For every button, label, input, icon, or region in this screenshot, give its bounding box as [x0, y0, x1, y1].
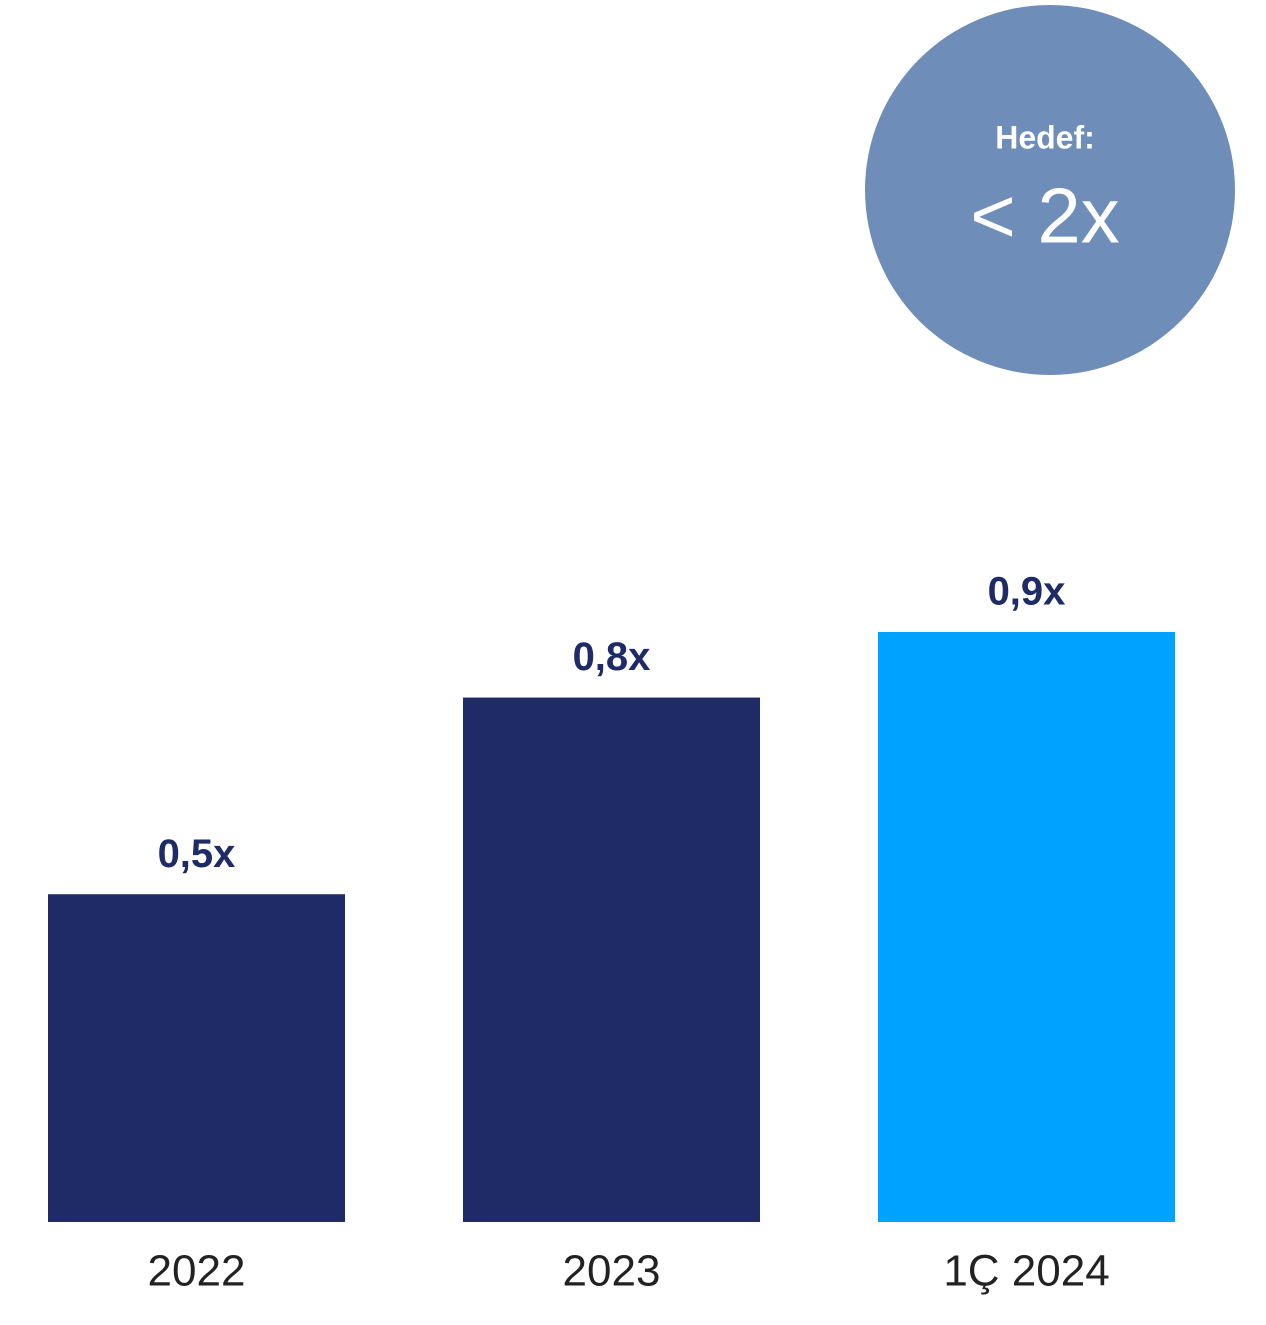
value-label: 0,9x	[988, 570, 1066, 614]
x-tick-label: 1Ç 2024	[943, 1247, 1109, 1296]
x-tick-label: 2023	[563, 1247, 661, 1296]
value-label: 0,8x	[573, 635, 651, 679]
badge-label: Hedef:	[995, 119, 1095, 155]
bar	[48, 894, 345, 1222]
bar	[878, 632, 1175, 1222]
badge-value: < 2x	[970, 172, 1120, 260]
value-label: 0,5x	[158, 832, 236, 876]
bar	[463, 697, 760, 1222]
target-badge	[865, 5, 1235, 375]
x-tick-label: 2022	[148, 1247, 246, 1296]
